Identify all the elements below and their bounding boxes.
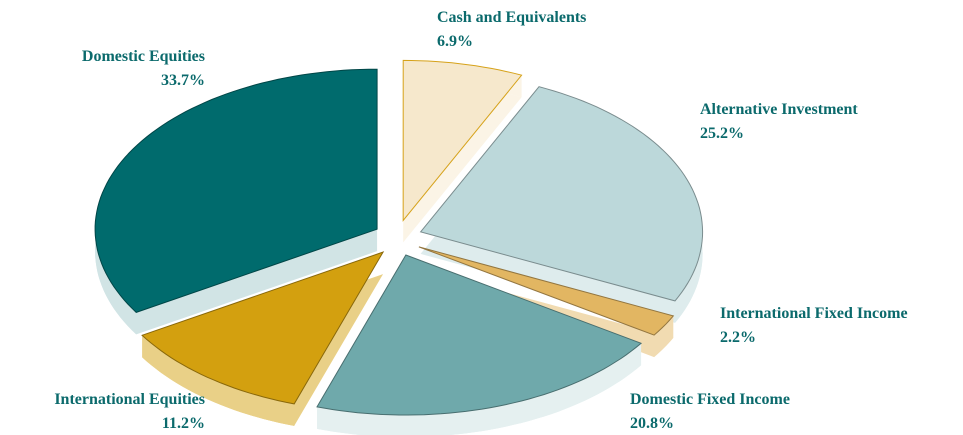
slice [419,86,704,302]
slice [402,59,523,222]
value-label: 20.8% [630,415,674,432]
slice-side-fill [654,315,674,358]
slice-label: International Equities [54,391,205,408]
value-label: 11.2% [162,415,205,432]
slice-label: International Fixed Income [720,305,908,322]
slice [316,254,643,416]
slice-label: Domestic Equities [82,48,205,65]
slice-label: Domestic Fixed Income [630,391,790,408]
slice [94,68,378,313]
slice-label: Alternative Investment [700,101,858,118]
slice [141,251,385,405]
slice-label: Cash and Equivalents [437,9,586,26]
slice-side-fill [142,335,295,426]
slice-side-fill [317,343,642,435]
value-label: 2.2% [720,329,756,346]
slice [418,246,675,336]
value-label: 25.2% [700,125,744,142]
value-label: 6.9% [437,33,473,50]
value-label: 33.7% [161,72,205,89]
